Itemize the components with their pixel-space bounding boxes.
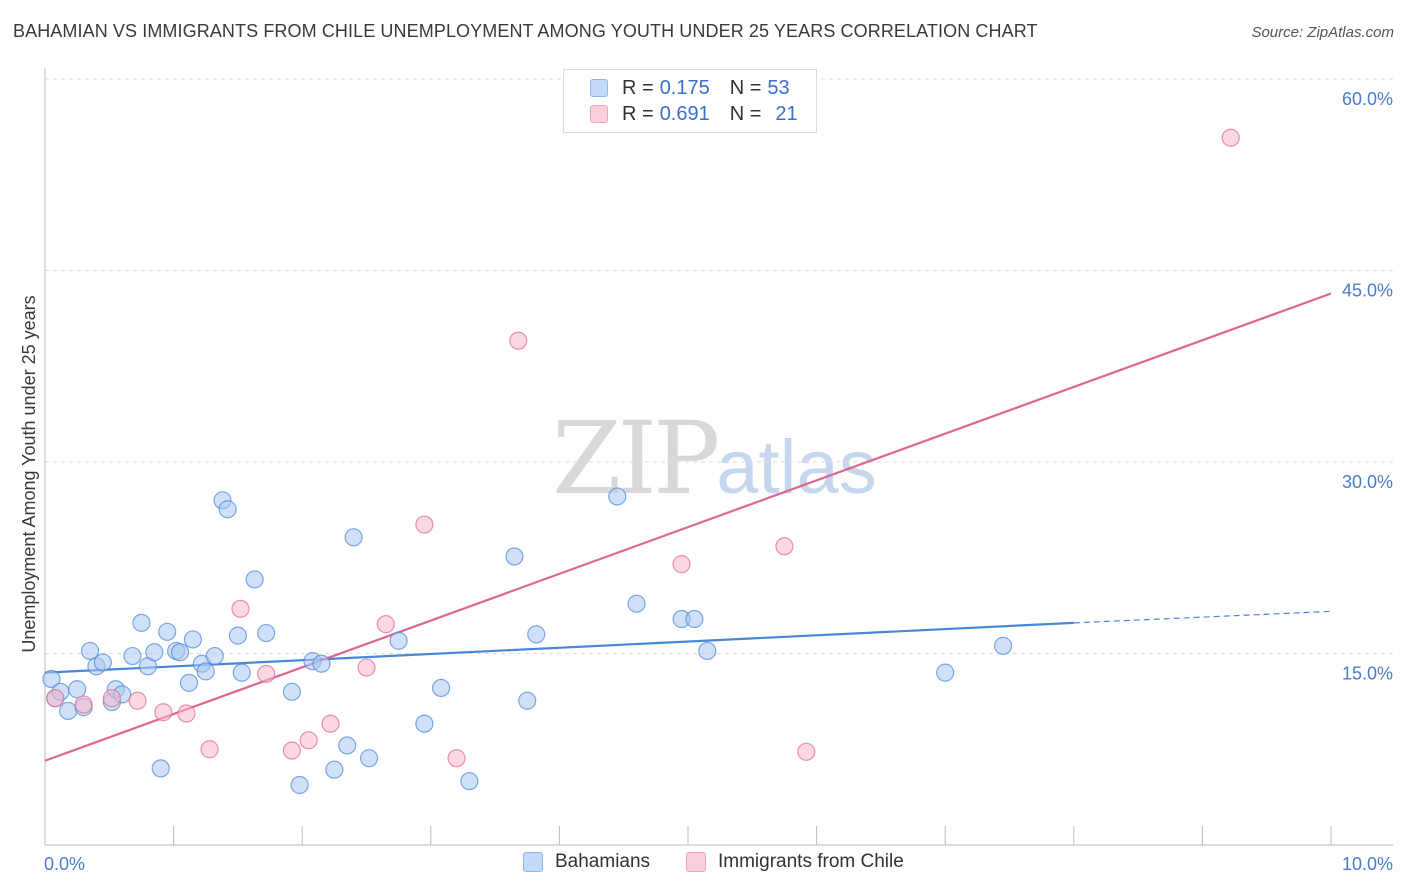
- bahamians-point: [282, 682, 302, 701]
- y-tick-label: 15.0%: [1342, 664, 1393, 684]
- r-value: 0.691: [659, 102, 710, 125]
- bahamians-point: [93, 653, 112, 672]
- x-tick-label: 0.0%: [44, 854, 85, 874]
- y-tick-label: 30.0%: [1342, 472, 1393, 492]
- bahamians-point: [179, 673, 199, 692]
- chile-point: [415, 515, 434, 534]
- tick-labels: 15.0% 30.0% 45.0% 60.0% 0.0% 10.0% Unemploymen…: [19, 89, 1393, 874]
- bahamians-swatch: [590, 79, 608, 97]
- chile-point: [257, 664, 276, 684]
- chile-point: [509, 331, 528, 350]
- bahamians-point: [936, 663, 955, 682]
- chile-point: [200, 740, 219, 759]
- chile-point: [357, 658, 376, 677]
- bahamians-point: [290, 775, 309, 795]
- bahamians-point: [608, 487, 627, 506]
- axes: [44, 68, 1393, 846]
- bahamians-point: [415, 714, 434, 733]
- chile-point: [775, 537, 794, 556]
- watermark-zip: ZIP: [552, 400, 720, 517]
- bahamians-point: [359, 749, 379, 768]
- bahamians-point: [228, 626, 247, 645]
- legend-row-bahamians: R = 0.175 N = 53: [590, 77, 790, 99]
- chile-swatch: [590, 105, 608, 123]
- bahamians-point: [245, 570, 264, 589]
- chile-point: [231, 599, 250, 618]
- source-label: Source: ZipAtlas.com: [1251, 24, 1394, 41]
- bahamians-trendline-extension: [1073, 610, 1332, 624]
- y-tick-label: 60.0%: [1342, 89, 1393, 109]
- n-label: N =: [729, 102, 762, 125]
- n-label: N =: [729, 76, 762, 99]
- bahamians-point: [151, 759, 170, 778]
- legend-item-bahamians: Bahamians: [523, 851, 650, 873]
- bahamians-point: [338, 736, 357, 755]
- bahamians-point: [132, 613, 151, 632]
- chile-point: [672, 555, 691, 574]
- bahamians-point: [389, 631, 408, 650]
- chile-point: [128, 691, 147, 710]
- bahamians-point: [257, 623, 276, 643]
- bahamians-point: [145, 643, 164, 662]
- data-points: [42, 128, 1240, 795]
- bahamians-point: [685, 609, 704, 629]
- n-value: 53: [767, 76, 790, 99]
- chile-point: [282, 741, 302, 760]
- bahamians-point: [518, 691, 537, 710]
- bahamians-point: [232, 663, 251, 682]
- r-label: R =: [622, 76, 654, 99]
- y-axis-label: Unemployment Among Youth under 25 years: [19, 295, 39, 652]
- bahamians-swatch: [523, 852, 543, 872]
- chile-point: [154, 703, 173, 722]
- x-tick-label: 10.0%: [1342, 854, 1393, 874]
- bahamians-point: [460, 772, 479, 791]
- trendlines: [44, 292, 1332, 762]
- legend-label: Bahamians: [555, 851, 651, 872]
- bahamians-point: [68, 680, 87, 699]
- chile-point: [376, 615, 395, 634]
- bahamians-point: [158, 622, 177, 641]
- bahamians-point: [312, 654, 331, 673]
- bahamians-point: [344, 528, 363, 547]
- r-label: R =: [622, 102, 654, 125]
- chile-swatch: [686, 852, 706, 872]
- legend-item-chile: Immigrants from Chile: [686, 851, 904, 873]
- bahamians-point: [505, 547, 524, 566]
- bahamians-point: [170, 643, 190, 662]
- n-value: 21: [775, 102, 798, 125]
- chile-point: [102, 689, 121, 708]
- legend-label: Immigrants from Chile: [718, 851, 904, 872]
- chile-point: [299, 731, 318, 750]
- y-tick-label: 45.0%: [1342, 281, 1393, 301]
- bahamians-point: [218, 500, 237, 519]
- chile-point: [447, 749, 466, 768]
- series-legend: Bahamians Immigrants from Chile: [0, 851, 1406, 877]
- bahamians-point: [80, 641, 100, 661]
- bahamians-point: [993, 636, 1013, 655]
- bahamians-point: [527, 625, 546, 644]
- chile-point: [177, 704, 196, 723]
- chile-point: [1221, 128, 1240, 147]
- legend-row-chile: R = 0.691 N = 21: [590, 103, 798, 125]
- chile-point: [46, 689, 65, 708]
- chart-title: BAHAMIAN VS IMMIGRANTS FROM CHILE UNEMPL…: [13, 21, 1038, 41]
- bahamians-point: [325, 760, 344, 779]
- r-value: 0.175: [659, 76, 710, 99]
- bahamians-point: [183, 630, 202, 649]
- bahamians-point: [627, 594, 646, 613]
- bahamians-point: [698, 641, 717, 661]
- chile-point: [74, 695, 93, 714]
- chile-point: [797, 742, 816, 761]
- bahamians-point: [59, 701, 78, 721]
- chile-trendline: [44, 292, 1332, 762]
- correlation-legend: R = 0.175 N = 53 R = 0.691 N = 21: [563, 69, 817, 133]
- bahamians-point: [123, 646, 142, 666]
- bahamians-point: [431, 678, 451, 698]
- chile-point: [321, 714, 340, 733]
- bahamians-point: [196, 662, 215, 681]
- bahamians-point: [42, 669, 61, 689]
- grid-lines: [45, 78, 1393, 654]
- bahamians-point: [205, 646, 224, 666]
